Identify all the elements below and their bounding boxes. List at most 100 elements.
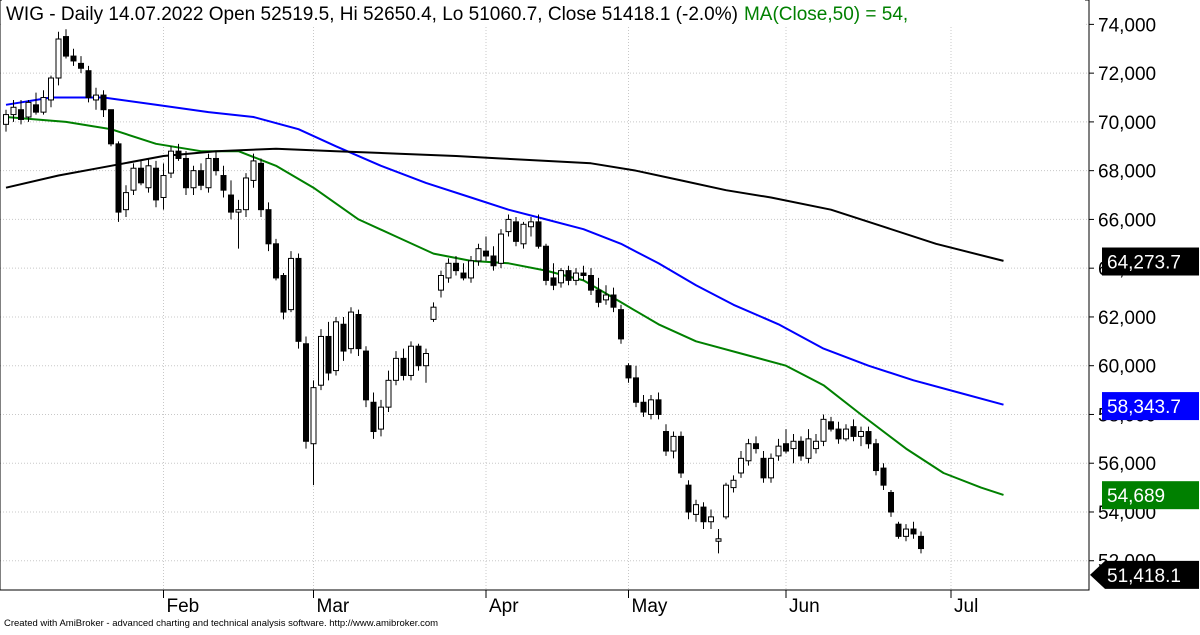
candle	[910, 521, 917, 539]
candle-body	[295, 257, 302, 342]
candle-body	[348, 311, 354, 350]
header-title: WIG - Daily 14.07.2022 Open 52519.5, Hi …	[6, 4, 908, 25]
candle	[325, 321, 332, 381]
candle-body	[483, 250, 489, 257]
candle	[55, 31, 62, 86]
candle-body	[33, 104, 39, 113]
candle-body	[745, 443, 752, 462]
candle-body	[363, 350, 369, 401]
candle	[655, 392, 662, 420]
candle-body	[160, 175, 167, 198]
candle	[528, 216, 534, 237]
candle-body	[100, 94, 107, 111]
candle	[625, 363, 632, 383]
candle	[580, 265, 587, 281]
candle	[145, 158, 152, 193]
candle	[183, 151, 189, 196]
candle	[393, 351, 399, 386]
last-value-labels: 64,273.7 58,343.7 54,689 51,418.1	[1090, 247, 1199, 589]
candle	[483, 236, 489, 261]
candle-body	[828, 421, 834, 430]
candle	[273, 238, 279, 281]
candle-body	[63, 36, 69, 57]
candle	[153, 160, 159, 208]
candle	[565, 265, 572, 286]
last-value-box	[1102, 481, 1199, 510]
candle	[205, 153, 212, 193]
candle-body	[213, 157, 219, 172]
candle	[175, 143, 182, 161]
last-value-tag: 64,273.7	[1102, 247, 1199, 276]
candle	[303, 336, 309, 449]
candle-body	[655, 399, 662, 415]
candle	[745, 438, 752, 466]
candle	[535, 214, 542, 249]
candle-body	[708, 516, 714, 523]
candle-body	[340, 323, 347, 352]
candle	[805, 429, 812, 464]
candle	[610, 287, 617, 313]
candle	[220, 165, 227, 198]
candle-body	[48, 77, 54, 101]
header-backdrop	[2, 0, 1085, 26]
candle-body	[648, 399, 654, 415]
last-value-box	[1090, 560, 1199, 589]
x-axis-ticks: Feb Mar Apr May Jun Jul	[163, 590, 978, 617]
x-tick-label: Apr	[489, 596, 519, 617]
header-ma-label: MA(Close,50) = 54,	[744, 4, 908, 25]
candle	[100, 90, 107, 118]
candle	[3, 109, 9, 132]
candle-body	[235, 209, 242, 213]
candle-body	[670, 435, 677, 452]
candle	[888, 490, 894, 517]
y-tick-label: 60,000	[1098, 357, 1156, 378]
candle	[475, 243, 482, 266]
candle	[310, 380, 317, 486]
candle-body	[528, 221, 534, 228]
candle-body	[595, 289, 602, 303]
candle	[663, 424, 669, 456]
candle	[723, 482, 729, 520]
ma-line	[5, 96, 1004, 406]
candle	[715, 529, 722, 554]
candle	[160, 163, 167, 210]
candle-body	[520, 223, 527, 245]
candle-body	[498, 233, 504, 264]
candle	[168, 146, 174, 178]
candle-body	[865, 431, 872, 445]
y-tick-label: 62,000	[1098, 308, 1156, 329]
candle-body	[250, 160, 257, 181]
candle-body	[265, 209, 272, 245]
candle	[918, 531, 924, 554]
candle-body	[115, 143, 122, 213]
y-tick-label: 56,000	[1098, 454, 1156, 475]
candle-body	[535, 221, 542, 247]
candle-body	[565, 270, 572, 281]
candle-body	[618, 309, 624, 340]
candle-body	[663, 431, 669, 452]
candle-body	[475, 248, 482, 262]
y-tick-label: 74,000	[1098, 15, 1156, 36]
candle	[415, 343, 422, 371]
candle-body	[40, 97, 47, 113]
chart-header: WIG - Daily 14.07.2022 Open 52519.5, Hi …	[2, 0, 1085, 26]
candle	[828, 416, 834, 432]
candle-body	[640, 401, 647, 413]
candle-body	[303, 343, 309, 442]
candle-body	[468, 260, 474, 279]
footer-credit: Created with AmiBroker - advanced charti…	[4, 618, 438, 629]
candle	[318, 329, 324, 391]
candle-body	[835, 428, 842, 440]
candle	[813, 433, 819, 454]
candle	[640, 394, 647, 417]
candle-body	[325, 335, 332, 374]
candle	[438, 270, 444, 298]
candle	[63, 29, 69, 59]
candle	[820, 414, 827, 447]
candle	[520, 221, 527, 249]
candle-body	[130, 167, 137, 191]
candle	[340, 316, 347, 361]
candle	[783, 429, 789, 454]
candle	[460, 263, 467, 281]
candle-body	[790, 440, 797, 450]
